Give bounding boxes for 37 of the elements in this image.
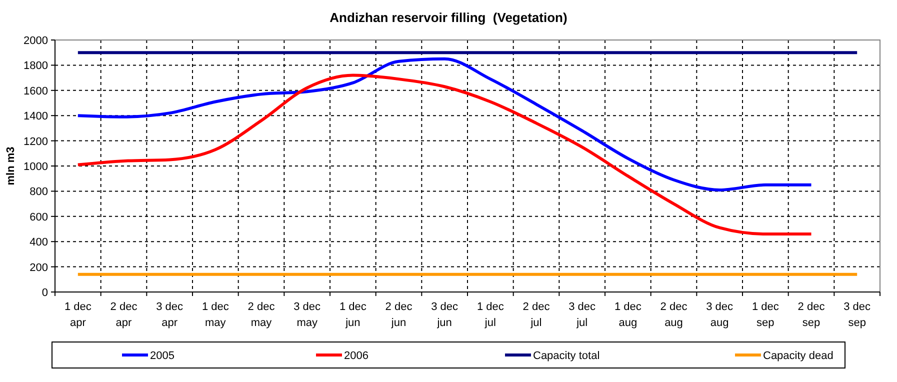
y-tick-label: 1600 [24,85,48,98]
x-tick-label: 2 dec apr [110,301,138,329]
legend-label: Capacity total [533,350,600,362]
x-tick-label: 2 dec aug [660,301,688,329]
y-tick-label: 400 [30,236,48,249]
chart-title: Andizhan reservoir filling (Vegetation) [330,10,568,25]
legend-label: Capacity dead [763,350,834,362]
y-tick-label: 2000 [24,35,48,47]
x-tick-label: 3 dec aug [706,301,734,329]
y-tick-label: 1400 [24,110,48,123]
x-tick-label: 1 dec jul [476,301,504,329]
x-tick-label: 2 dec sep [798,301,826,329]
x-tick-label: 1 dec apr [64,301,92,329]
y-tick-label: 600 [30,211,48,224]
x-tick-label: 3 dec sep [844,301,872,329]
y-tick-label: 1800 [24,60,48,72]
x-tick-label: 2 dec may [248,301,276,329]
y-tick-label: 800 [30,186,48,198]
x-tick-label: 3 dec may [294,301,322,329]
x-tick-label: 1 dec jun [339,301,367,329]
x-tick-label: 3 dec jun [431,301,459,329]
legend-label: 2005 [150,350,174,362]
y-tick-label: 1200 [24,136,48,148]
line-series [76,57,813,192]
y-tick-label: 200 [30,262,48,274]
x-tick-label: 1 dec sep [752,301,780,329]
x-tick-label: 3 dec jul [568,301,596,329]
legend-label: 2006 [344,350,368,362]
x-tick-label: 1 dec aug [614,301,642,329]
x-tick-label: 1 dec may [202,301,230,329]
y-axis-title: mln m3 [5,146,17,186]
x-tick-label: 2 dec jul [522,301,550,329]
y-tick-label: 0 [42,287,48,299]
line-series [76,74,813,236]
y-tick-label: 1000 [24,161,48,173]
x-tick-label: 3 dec apr [156,301,184,329]
x-tick-label: 2 dec jun [385,301,413,329]
